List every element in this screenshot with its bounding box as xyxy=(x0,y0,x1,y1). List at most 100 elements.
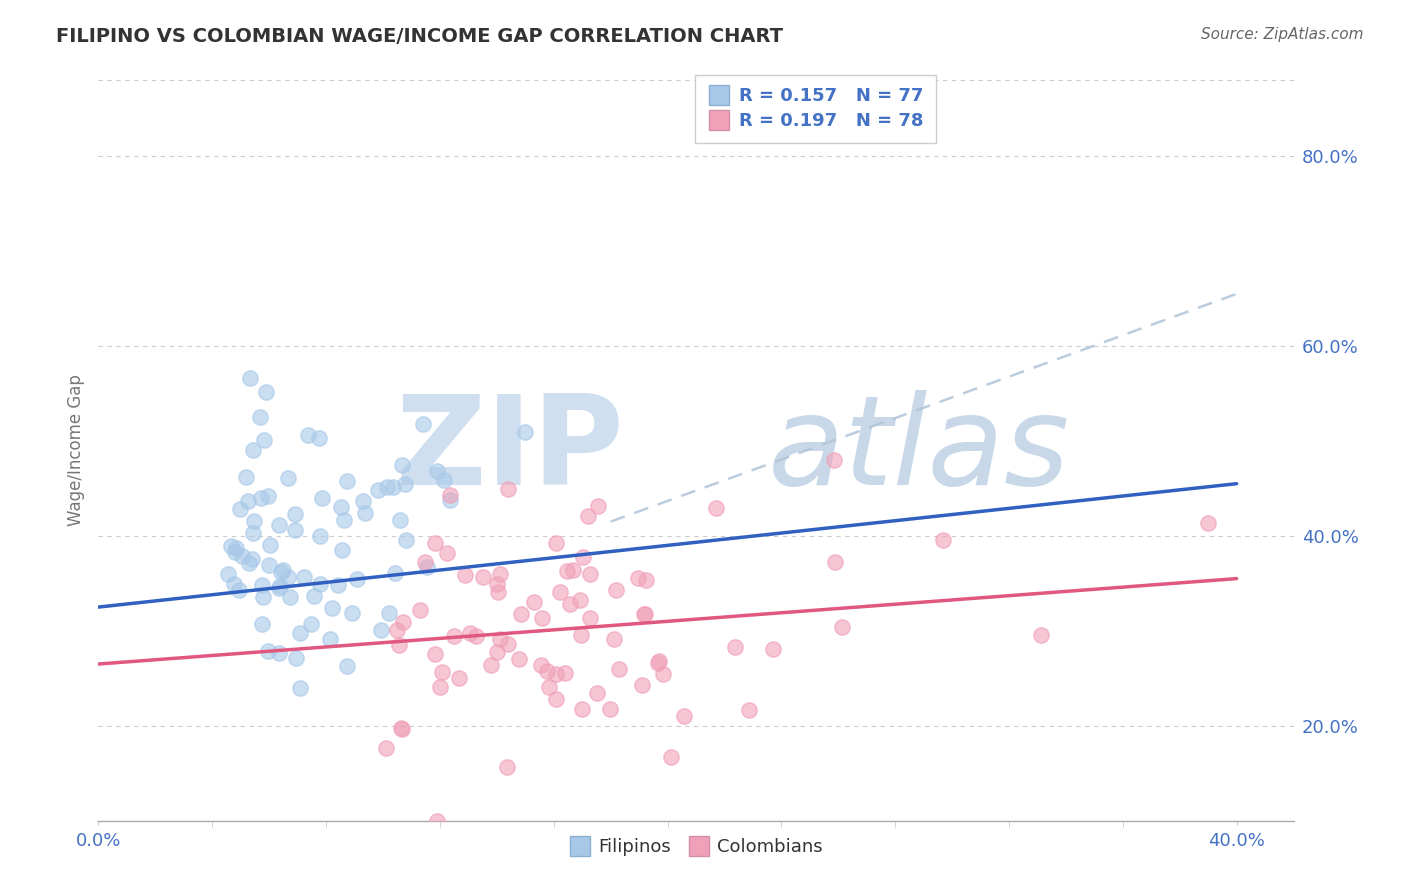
Point xyxy=(299,617,322,632)
Point xyxy=(292,570,315,584)
Point xyxy=(536,664,558,678)
Point xyxy=(269,518,291,533)
Point xyxy=(228,501,250,516)
Point xyxy=(439,492,461,507)
Point xyxy=(529,657,551,672)
Point xyxy=(236,494,259,508)
Point xyxy=(256,644,278,658)
Point xyxy=(387,638,409,652)
Point xyxy=(370,623,392,637)
Point xyxy=(831,620,853,634)
Point xyxy=(571,628,593,642)
Point xyxy=(240,552,263,566)
Point xyxy=(253,434,276,448)
Point xyxy=(471,570,494,584)
Point xyxy=(548,585,571,599)
Point xyxy=(297,427,319,442)
Point xyxy=(290,681,312,696)
Point xyxy=(352,494,374,508)
Point xyxy=(576,509,599,524)
Point xyxy=(544,667,567,681)
Point xyxy=(319,632,342,646)
Point xyxy=(513,425,536,439)
Point xyxy=(346,572,368,586)
Point xyxy=(486,645,509,659)
Text: atlas: atlas xyxy=(768,390,1070,511)
Point xyxy=(433,473,456,487)
Point xyxy=(508,652,530,666)
Point xyxy=(219,539,242,553)
Point xyxy=(425,647,447,661)
Point xyxy=(1197,516,1219,530)
Point xyxy=(375,480,398,494)
Point xyxy=(321,601,343,615)
Point xyxy=(217,567,239,582)
Point xyxy=(249,410,271,425)
Point xyxy=(537,680,560,694)
Point xyxy=(238,556,260,570)
Point xyxy=(449,671,471,685)
Point xyxy=(636,574,658,588)
Point xyxy=(259,538,281,552)
Point xyxy=(723,640,745,654)
Point xyxy=(225,541,247,556)
Point xyxy=(579,567,602,582)
Point xyxy=(239,371,262,385)
Point xyxy=(391,722,413,736)
Point xyxy=(436,546,458,560)
Point xyxy=(224,545,246,559)
Point xyxy=(510,607,533,621)
Point xyxy=(738,703,761,717)
Point xyxy=(416,560,439,574)
Point xyxy=(284,507,307,521)
Point xyxy=(285,650,308,665)
Point xyxy=(249,491,271,505)
Point xyxy=(496,482,519,496)
Point xyxy=(762,641,785,656)
Point xyxy=(257,558,280,572)
Y-axis label: Wage/Income Gap: Wage/Income Gap xyxy=(66,375,84,526)
Point xyxy=(443,629,465,643)
Point xyxy=(647,656,669,670)
Point xyxy=(336,659,359,673)
Point xyxy=(269,582,291,596)
Point xyxy=(391,615,413,630)
Point xyxy=(389,721,412,735)
Point xyxy=(242,525,264,540)
Point xyxy=(288,626,311,640)
Point xyxy=(388,513,411,527)
Point xyxy=(333,513,356,527)
Point xyxy=(823,452,845,467)
Point xyxy=(633,607,655,621)
Point xyxy=(412,417,434,431)
Point xyxy=(280,590,302,604)
Point xyxy=(489,566,512,581)
Point xyxy=(394,476,416,491)
Point xyxy=(648,654,671,668)
Point xyxy=(599,702,621,716)
Point xyxy=(342,606,364,620)
Point xyxy=(586,499,609,513)
Point xyxy=(242,442,264,457)
Point xyxy=(465,629,488,643)
Point xyxy=(454,568,477,582)
Point xyxy=(523,594,546,608)
Point xyxy=(652,667,675,681)
Point xyxy=(311,491,333,506)
Point xyxy=(391,458,413,472)
Point xyxy=(432,665,454,679)
Point xyxy=(562,563,585,577)
Text: FILIPINO VS COLOMBIAN WAGE/INCOME GAP CORRELATION CHART: FILIPINO VS COLOMBIAN WAGE/INCOME GAP CO… xyxy=(56,27,783,45)
Point xyxy=(423,535,446,549)
Point xyxy=(486,585,509,599)
Point xyxy=(224,576,246,591)
Point xyxy=(354,506,377,520)
Point xyxy=(496,637,519,651)
Point xyxy=(1029,628,1052,642)
Point xyxy=(367,483,389,497)
Point xyxy=(252,590,274,604)
Point xyxy=(569,593,592,607)
Point xyxy=(308,431,330,445)
Point xyxy=(302,589,325,603)
Point xyxy=(544,536,567,550)
